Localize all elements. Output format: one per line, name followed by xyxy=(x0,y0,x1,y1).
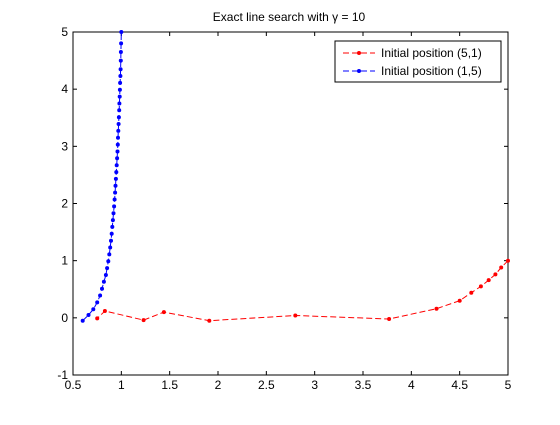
y-tick-label: 4 xyxy=(61,82,68,96)
data-point xyxy=(110,218,115,223)
data-point xyxy=(118,74,123,78)
data-point xyxy=(118,67,123,72)
series-line xyxy=(96,260,509,322)
data-point xyxy=(119,41,124,46)
data-point xyxy=(109,238,113,243)
y-axis: -1 0 1 2 3 4 5 xyxy=(57,25,508,382)
x-tick-label: 5 xyxy=(505,378,512,392)
data-point xyxy=(118,80,123,85)
data-point xyxy=(111,211,116,216)
x-tick-label: 0.5 xyxy=(65,378,82,392)
data-point xyxy=(114,170,119,175)
data-point xyxy=(91,307,96,312)
data-point xyxy=(109,231,114,236)
data-point xyxy=(486,278,491,283)
data-point xyxy=(115,156,120,161)
data-point xyxy=(141,318,146,323)
data-point xyxy=(103,273,108,277)
data-point xyxy=(105,266,110,271)
y-tick-label: 1 xyxy=(61,254,68,268)
data-point xyxy=(506,258,510,263)
data-point xyxy=(207,318,212,323)
legend-label: Initial position (1,5) xyxy=(381,64,482,78)
x-tick-label: 3 xyxy=(311,378,318,392)
data-point xyxy=(434,306,439,311)
data-point xyxy=(457,298,462,303)
legend-swatch-marker xyxy=(357,69,361,73)
x-tick-label: 4 xyxy=(408,378,415,392)
data-point xyxy=(80,318,85,323)
data-point xyxy=(161,310,166,315)
x-tick-label: 2 xyxy=(215,378,222,392)
series-layer xyxy=(80,30,510,323)
legend: Initial position (5,1) Initial position (… xyxy=(334,40,502,83)
legend-item: Initial position (1,5) xyxy=(343,64,482,78)
data-point xyxy=(112,197,117,202)
x-axis: 0.5 1 1.5 2 2.5 3 3.5 4 4.5 5 xyxy=(65,32,512,392)
data-point xyxy=(100,286,104,291)
data-point xyxy=(107,252,112,257)
data-point xyxy=(469,290,474,295)
data-point xyxy=(499,265,504,270)
x-tick-label: 1 xyxy=(118,378,125,392)
y-tick-label: 0 xyxy=(61,311,68,325)
series-1 xyxy=(95,258,510,323)
data-point xyxy=(118,50,123,54)
data-point xyxy=(116,122,121,126)
data-point xyxy=(110,224,115,229)
legend-label: Initial position (5,1) xyxy=(381,46,482,60)
data-point xyxy=(116,115,121,120)
data-point xyxy=(117,108,122,113)
data-point xyxy=(387,317,392,321)
x-tick-label: 2.5 xyxy=(258,378,275,392)
data-point xyxy=(113,190,118,195)
data-point xyxy=(116,135,120,140)
data-point xyxy=(113,176,118,181)
data-point xyxy=(114,163,119,168)
data-point xyxy=(493,272,498,277)
data-point xyxy=(115,149,120,154)
x-tick-label: 4.5 xyxy=(451,378,468,392)
legend-box xyxy=(334,40,502,83)
series-2 xyxy=(80,30,124,323)
data-point xyxy=(102,309,107,313)
data-point xyxy=(86,313,91,317)
data-point xyxy=(112,204,117,209)
data-point xyxy=(119,30,124,34)
data-point xyxy=(95,316,100,321)
data-point xyxy=(101,279,106,284)
data-point xyxy=(117,87,122,92)
y-tick-label: 2 xyxy=(61,197,68,211)
data-point xyxy=(115,142,120,147)
plot-area xyxy=(72,31,509,376)
y-tick-label: 3 xyxy=(61,139,68,153)
data-point xyxy=(118,58,123,63)
data-point xyxy=(478,284,483,289)
data-point xyxy=(98,293,103,298)
data-point xyxy=(116,128,121,133)
data-point xyxy=(113,183,118,188)
legend-item: Initial position (5,1) xyxy=(343,46,482,60)
data-point xyxy=(95,300,100,305)
data-point xyxy=(117,101,122,106)
data-point xyxy=(117,94,122,99)
data-point xyxy=(106,259,111,264)
x-tick-label: 3.5 xyxy=(355,378,372,392)
data-point xyxy=(293,313,298,318)
x-tick-label: 1.5 xyxy=(161,378,178,392)
y-tick-label: -1 xyxy=(57,368,68,382)
data-point xyxy=(108,245,113,250)
y-tick-label: 5 xyxy=(61,25,68,39)
chart-title: Exact line search with γ = 10 xyxy=(213,10,366,24)
legend-swatch-marker xyxy=(357,51,361,55)
